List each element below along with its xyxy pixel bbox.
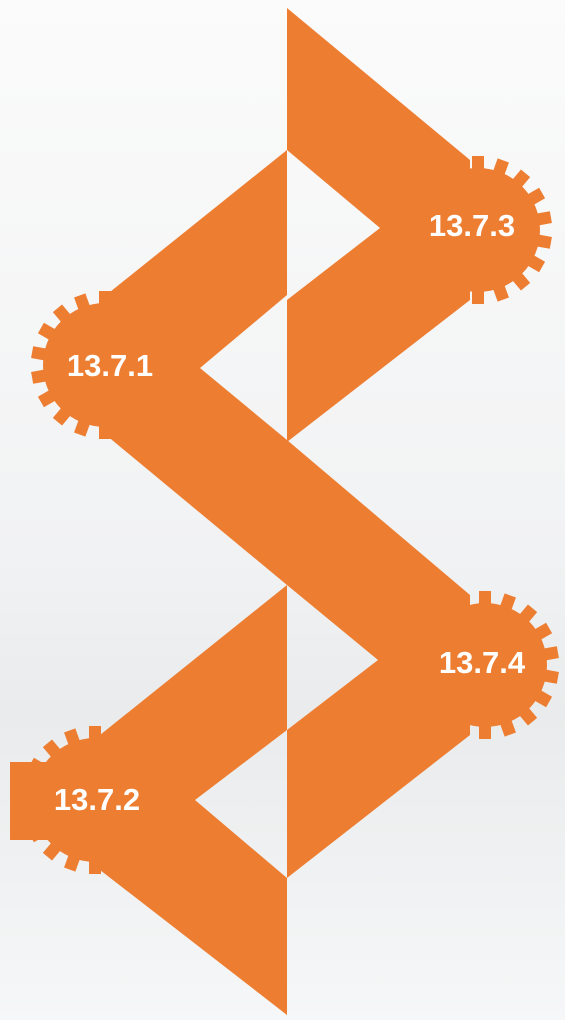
gear-tooth xyxy=(479,591,491,607)
diagram: 13.7.1 13.7.2 13.7.3 13.7.4 xyxy=(0,0,565,1020)
node-label: 13.7.4 xyxy=(439,645,526,680)
gear-tooth xyxy=(479,723,491,739)
node-label: 13.7.1 xyxy=(67,348,153,383)
gear-tooth xyxy=(472,288,484,304)
gear-tooth xyxy=(89,858,101,874)
node-label: 13.7.3 xyxy=(429,208,515,243)
gear-tooth xyxy=(99,291,111,307)
node-label: 13.7.2 xyxy=(54,782,140,817)
gear-tooth xyxy=(89,726,101,742)
gear-tooth xyxy=(472,156,484,172)
page: 13.7.1 13.7.2 13.7.3 13.7.4 (() => { con… xyxy=(0,0,565,1020)
gear-tooth xyxy=(99,423,111,439)
